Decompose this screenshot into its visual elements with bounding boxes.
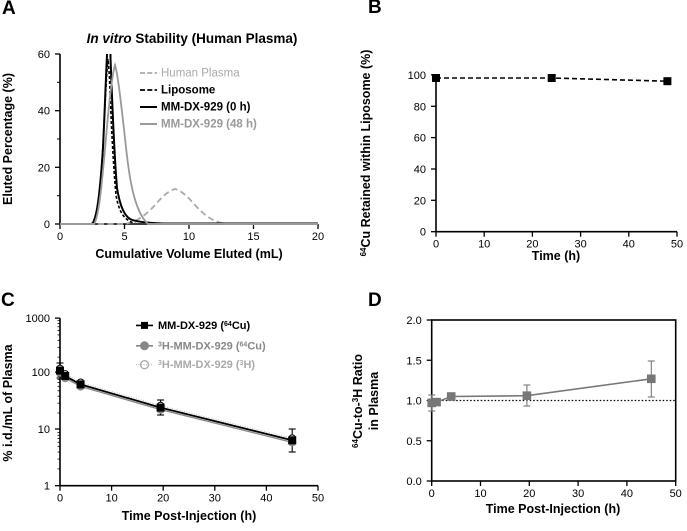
svg-text:0: 0 — [433, 239, 439, 251]
svg-text:60: 60 — [414, 133, 426, 145]
svg-text:0.0: 0.0 — [406, 476, 421, 488]
svg-text:100: 100 — [32, 367, 50, 379]
svg-text:3H-MM-DX-929 (64Cu): 3H-MM-DX-929 (64Cu) — [158, 340, 266, 352]
svg-text:2.0: 2.0 — [406, 315, 421, 327]
svg-text:Time (h): Time (h) — [532, 249, 580, 263]
svg-text:MM-DX-929 (64Cu): MM-DX-929 (64Cu) — [158, 320, 250, 332]
svg-text:1.5: 1.5 — [406, 355, 421, 367]
svg-text:30: 30 — [572, 488, 584, 500]
svg-text:5: 5 — [121, 231, 127, 243]
svg-text:Cumulative Volume Eluted (mL): Cumulative Volume Eluted (mL) — [95, 247, 282, 261]
svg-text:20: 20 — [157, 493, 169, 505]
svg-text:Eluted Percentage (%): Eluted Percentage (%) — [1, 73, 15, 205]
svg-text:20: 20 — [523, 488, 535, 500]
svg-text:1000: 1000 — [26, 313, 50, 325]
svg-text:60: 60 — [38, 49, 50, 61]
svg-text:0.5: 0.5 — [406, 436, 421, 448]
svg-text:20: 20 — [312, 231, 324, 243]
svg-text:% i.d./mL of Plasma: % i.d./mL of Plasma — [1, 343, 15, 461]
svg-text:40: 40 — [260, 493, 272, 505]
svg-text:15: 15 — [247, 231, 259, 243]
svg-text:40: 40 — [623, 239, 635, 251]
svg-text:20: 20 — [38, 162, 50, 174]
svg-text:50: 50 — [671, 239, 683, 251]
svg-text:Human Plasma: Human Plasma — [161, 68, 240, 80]
svg-text:10: 10 — [105, 493, 117, 505]
svg-text:40: 40 — [621, 488, 633, 500]
svg-text:MM-DX-929 (0 h): MM-DX-929 (0 h) — [161, 102, 251, 114]
svg-text:64Cu Retained within Liposome: 64Cu Retained within Liposome (%) — [359, 50, 374, 257]
svg-text:In vitro Stability (Human Plas: In vitro Stability (Human Plasma) — [87, 31, 298, 46]
svg-text:10: 10 — [478, 239, 490, 251]
svg-text:3H-MM-DX-929 (3H): 3H-MM-DX-929 (3H) — [158, 359, 255, 371]
svg-text:0: 0 — [57, 493, 63, 505]
svg-text:0: 0 — [429, 488, 435, 500]
svg-text:50: 50 — [312, 493, 324, 505]
svg-text:30: 30 — [209, 493, 221, 505]
svg-text:80: 80 — [414, 101, 426, 113]
svg-text:100: 100 — [408, 70, 426, 82]
svg-text:40: 40 — [38, 106, 50, 118]
svg-text:0: 0 — [420, 227, 426, 239]
svg-text:in Plasma: in Plasma — [367, 371, 381, 430]
svg-text:0: 0 — [57, 231, 63, 243]
svg-text:0: 0 — [44, 219, 50, 231]
svg-text:10: 10 — [38, 424, 50, 436]
svg-text:Liposome: Liposome — [161, 85, 215, 97]
svg-text:10: 10 — [183, 231, 195, 243]
svg-text:Time Post-Injection (h): Time Post-Injection (h) — [122, 509, 257, 523]
svg-text:1: 1 — [44, 481, 50, 493]
svg-text:20: 20 — [414, 195, 426, 207]
svg-text:MM-DX-929 (48 h): MM-DX-929 (48 h) — [161, 119, 257, 131]
svg-text:40: 40 — [414, 164, 426, 176]
svg-text:64Cu-to-3H Ratio: 64Cu-to-3H Ratio — [351, 354, 366, 448]
svg-text:Time Post-Injection (h): Time Post-Injection (h) — [486, 502, 621, 516]
svg-text:10: 10 — [474, 488, 486, 500]
svg-text:50: 50 — [670, 488, 682, 500]
svg-text:1.0: 1.0 — [406, 396, 421, 408]
